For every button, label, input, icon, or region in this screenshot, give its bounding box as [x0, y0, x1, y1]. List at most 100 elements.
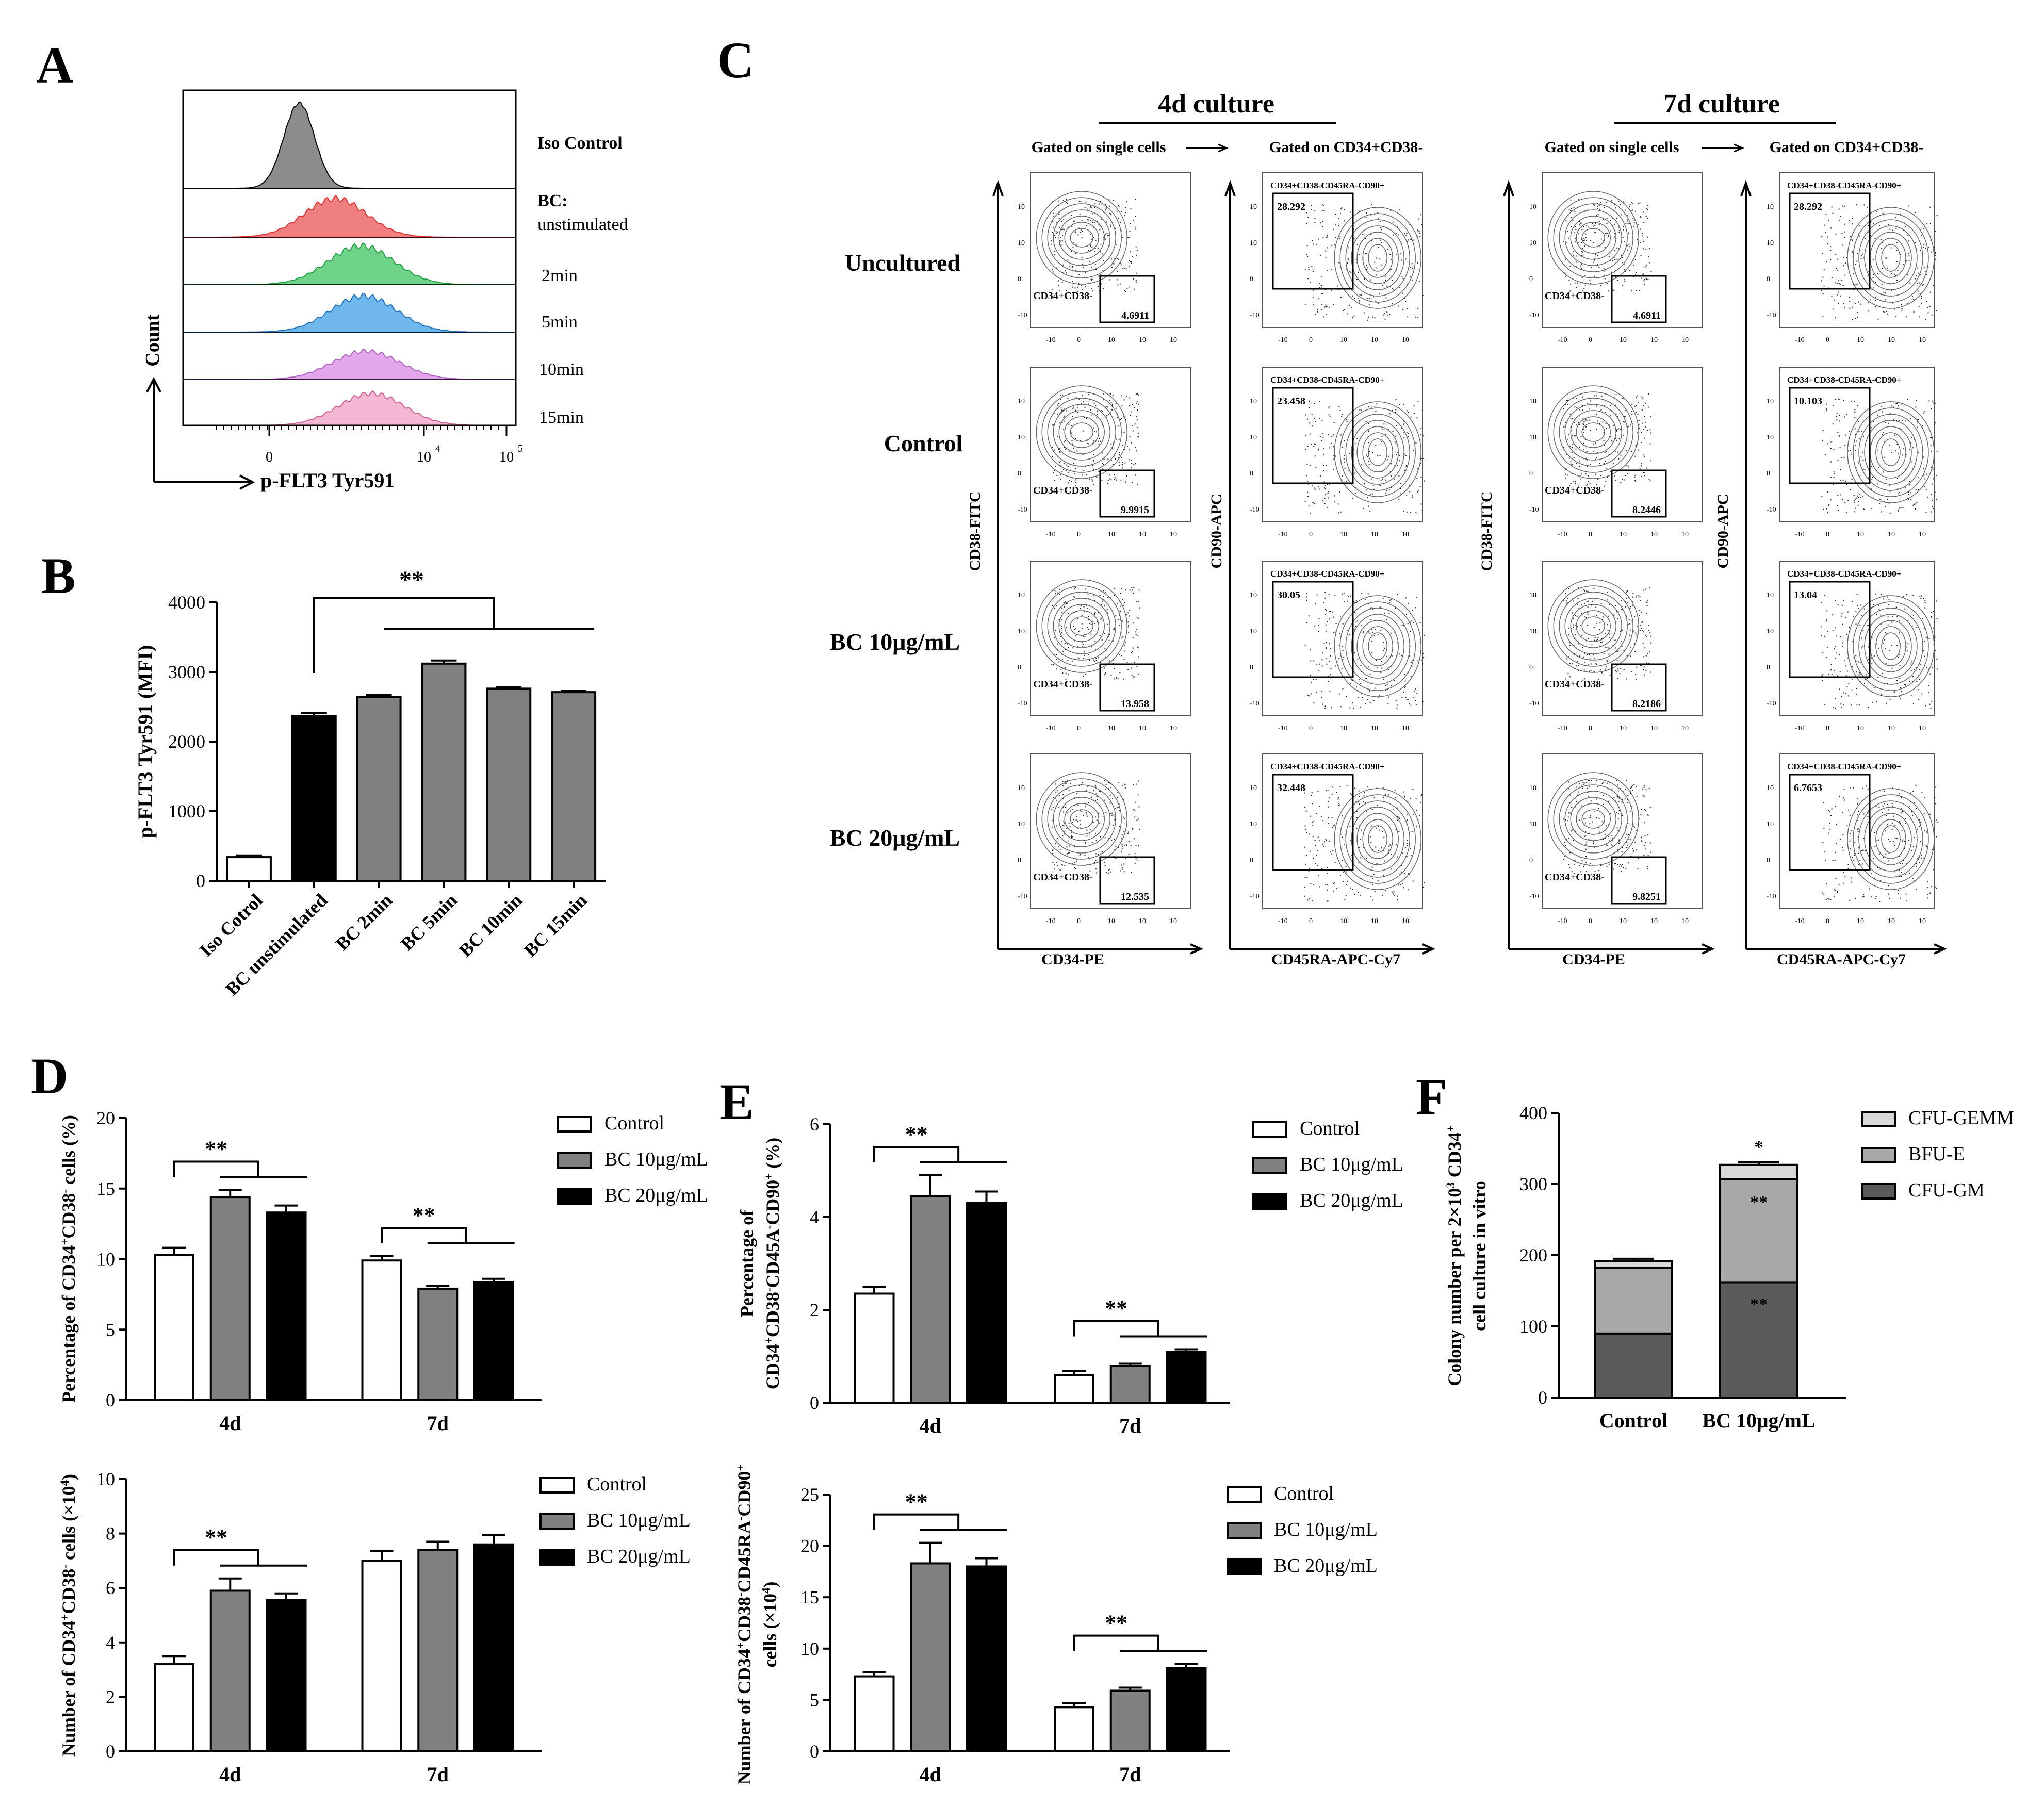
- gate-box: [1099, 275, 1155, 323]
- gate-value: 8.2446: [1632, 504, 1661, 516]
- flow-contour: [1047, 784, 1116, 854]
- bar-4d-1: [910, 1562, 951, 1753]
- flow-y-tick-label: 10: [1018, 628, 1025, 635]
- y-tick-label: 15: [96, 1178, 115, 1199]
- gate-box: [1272, 774, 1354, 871]
- gate-value: 13.958: [1121, 698, 1149, 710]
- histogram-label-unstimulated: unstimulated: [537, 215, 628, 234]
- legend-swatch-2: [557, 1188, 592, 1205]
- bar-7d-0: [1054, 1706, 1094, 1752]
- y-tick-label: 100: [1519, 1316, 1547, 1337]
- flow-contour: [1356, 620, 1399, 672]
- histogram-label-5min: 5min: [542, 313, 578, 332]
- undefined-part-4: CD45A: [762, 1229, 783, 1288]
- sig-bracket: [1073, 1320, 1159, 1337]
- legend-swatch-2: [539, 1549, 575, 1566]
- flow-x-tick-label: -10: [1278, 917, 1288, 925]
- flow-y-tick-label: 0: [1018, 275, 1021, 283]
- flow-y-arrow-1: [1224, 180, 1236, 949]
- flow-y-tick-label: -10: [1529, 893, 1539, 900]
- flow-x-tick-label: 10: [1402, 336, 1409, 344]
- flow-x-tick-label: -10: [1278, 531, 1288, 538]
- panel-letter-f: F: [1416, 1068, 1447, 1125]
- flow-contour: [1334, 788, 1421, 890]
- flow-x-tick-label: 10: [1888, 725, 1895, 732]
- sig-bracket: [1073, 1634, 1159, 1651]
- y-axis-label-line1: Percentage of: [737, 1209, 757, 1317]
- gate-box: [1789, 581, 1871, 678]
- gate-label-4d-cd34: Gated on CD34+CD38-: [1269, 139, 1424, 156]
- bar-4d-2: [966, 1202, 1007, 1404]
- flow-x-tick-label: 0: [1077, 531, 1081, 538]
- undefined-part-3: -: [734, 1593, 747, 1597]
- flow-x-tick-label: 10: [1650, 725, 1658, 732]
- gate-population-label: CD34+CD38-: [1545, 485, 1605, 496]
- flow-y-arrow-2: [1503, 180, 1514, 949]
- flow-contour: [1864, 807, 1918, 872]
- flow-plot-frame-4d-right: [1262, 367, 1423, 522]
- stack-BC 10μg/mL-2: [1719, 1163, 1798, 1180]
- flow-y-tick-label: 10: [1018, 434, 1025, 441]
- flow-y-tick-label: 0: [1529, 470, 1533, 478]
- gate-box: [1272, 581, 1354, 678]
- bar-7d-1: [1109, 1689, 1151, 1752]
- flow-y-tick-label: 0: [1529, 857, 1533, 864]
- sig-stars: **: [205, 1525, 227, 1550]
- undefined-part-0: CD34: [762, 1344, 783, 1389]
- histogram-tick-1e5-exp: 5: [518, 443, 523, 454]
- flow-contour: [1339, 794, 1416, 884]
- flow-y-tick-label: 10: [1529, 821, 1536, 828]
- bar-4d-0: [854, 1292, 895, 1404]
- flow-x-tick-label: -10: [1558, 917, 1567, 925]
- flow-x-tick-label: 10: [1919, 336, 1926, 344]
- flow-contour: [1853, 407, 1929, 497]
- y-tick-label: 20: [96, 1108, 115, 1128]
- flow-contour: [1559, 203, 1628, 272]
- flow-x-tick-label: 10: [1857, 336, 1864, 344]
- gate-value: 8.2186: [1632, 698, 1661, 710]
- flow-contour: [1064, 222, 1099, 254]
- flow-y-tick-label: -10: [1250, 700, 1260, 708]
- flow-contour: [1064, 803, 1099, 835]
- flow-contour: [1576, 803, 1611, 835]
- flow-contour: [1570, 410, 1616, 454]
- y-tick-label: 0: [106, 1741, 115, 1762]
- legend-swatch-2: [1861, 1111, 1896, 1127]
- text: CD34+CD38-CD45A-CD90+ (%): [762, 1138, 783, 1390]
- flow-y-tick-label: -10: [1250, 311, 1260, 319]
- flow-contour: [1334, 207, 1421, 309]
- legend-swatch-1: [539, 1513, 575, 1530]
- flow-x-arrow-0: [998, 943, 1203, 955]
- undefined-part-6: CD90: [734, 1471, 755, 1517]
- flow-contour: [1576, 416, 1611, 448]
- bar-4d-1: [209, 1196, 251, 1401]
- flow-contour: [1847, 788, 1935, 890]
- flow-contour: [1581, 422, 1605, 442]
- flow-x-tick-label: -10: [1558, 531, 1567, 538]
- flow-contour: [1058, 797, 1105, 841]
- histogram-label-2min: 2min: [542, 266, 578, 285]
- flow-y-tick-label: -10: [1767, 506, 1776, 514]
- flow-contour: [1070, 616, 1093, 636]
- undefined-part-2: CD38: [58, 1193, 79, 1239]
- panel-c-flow-plots: 4d culture 7d culture Gated on single ce…: [830, 89, 1947, 968]
- panel-letter-a: A: [36, 37, 73, 94]
- sig-bracket: [381, 1227, 467, 1244]
- flow-x-tick-label: 10: [1371, 336, 1378, 344]
- flow-x-tick-label: 10: [1888, 336, 1895, 344]
- flow-contour: [1881, 825, 1901, 853]
- flow-x-tick-label: -10: [1278, 336, 1288, 344]
- axis-label-cd45ra-4d: CD45RA-APC-Cy7: [1271, 951, 1400, 968]
- y-tick-label: 2000: [168, 731, 205, 752]
- flow-y-tick-label: 10: [1767, 239, 1774, 247]
- flow-x-tick-label: 10: [1139, 917, 1146, 925]
- flow-x-tick-label: 10: [1108, 917, 1115, 925]
- flow-plot-frame-4d-right: [1262, 753, 1423, 909]
- panel-f-colony-chart: 0 100 200 300 400 Colony number per 2×103 CD3…: [1444, 1103, 2014, 1432]
- gate-value: 28.292: [1277, 201, 1305, 212]
- bar-7d-2: [473, 1543, 514, 1752]
- group-label-4d: 4d: [920, 1414, 941, 1437]
- gate-value: 4.6911: [1121, 310, 1149, 321]
- flow-y-tick-label: -10: [1529, 506, 1539, 514]
- flow-x-tick-label: 10: [1620, 531, 1627, 538]
